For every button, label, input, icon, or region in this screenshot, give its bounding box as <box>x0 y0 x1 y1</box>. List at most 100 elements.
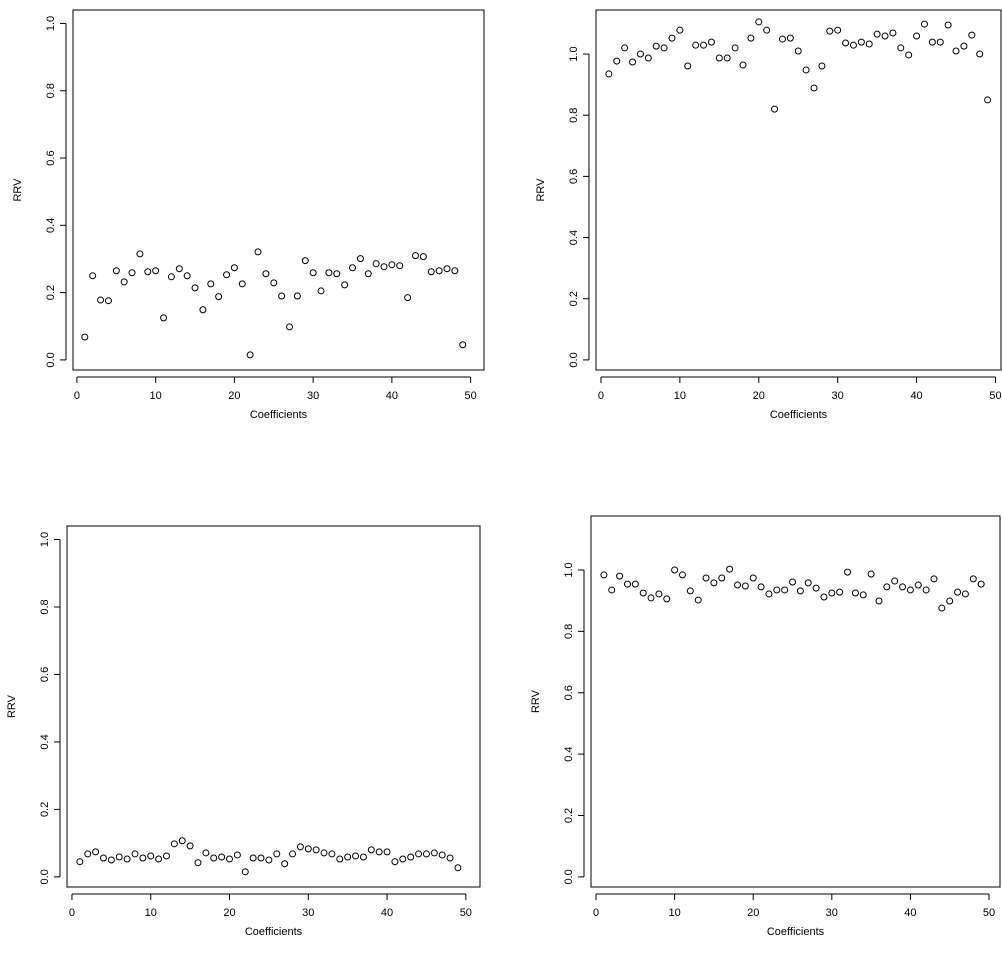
point <box>794 47 802 55</box>
point <box>160 314 168 322</box>
point <box>155 855 163 863</box>
point <box>273 850 281 858</box>
point <box>914 581 922 589</box>
y-tick-label: 0.4 <box>39 734 51 749</box>
point <box>92 848 100 856</box>
point <box>718 574 726 582</box>
y-axis-label: RRV <box>535 178 547 202</box>
point <box>778 35 786 43</box>
point <box>944 21 952 29</box>
point <box>112 267 120 275</box>
point <box>167 273 175 281</box>
point <box>391 858 399 866</box>
point <box>131 850 139 858</box>
point <box>317 287 325 295</box>
point <box>883 583 891 591</box>
x-axis-label: Coefficients <box>767 926 825 938</box>
point <box>427 268 435 276</box>
x-tick-label: 30 <box>307 390 319 402</box>
point <box>419 253 427 261</box>
point <box>139 854 147 862</box>
x-axis-label: Coefficients <box>245 926 303 938</box>
point <box>341 281 349 289</box>
point <box>639 589 647 597</box>
point <box>309 269 317 277</box>
point <box>828 589 836 597</box>
point <box>652 42 660 50</box>
point <box>407 853 415 861</box>
plot-box <box>66 525 481 888</box>
point <box>686 587 694 595</box>
point <box>749 574 757 582</box>
y-tick-label: 0.2 <box>45 285 57 300</box>
point <box>412 252 419 260</box>
point <box>623 580 631 588</box>
point <box>396 262 404 270</box>
point <box>608 586 616 594</box>
point <box>443 265 451 273</box>
point <box>446 854 454 862</box>
point <box>655 590 663 598</box>
point <box>372 260 380 268</box>
point <box>786 34 794 42</box>
point <box>849 41 857 49</box>
point <box>857 38 865 46</box>
point <box>715 54 723 62</box>
point <box>249 854 257 862</box>
point <box>621 44 629 52</box>
point <box>676 26 684 34</box>
y-tick-label: 1.0 <box>568 46 580 61</box>
point <box>120 278 128 286</box>
point <box>960 42 968 50</box>
point <box>771 105 779 113</box>
point <box>605 70 613 78</box>
point <box>873 30 881 38</box>
point <box>459 341 467 349</box>
x-tick-label: 50 <box>460 907 472 919</box>
point <box>186 842 194 850</box>
x-tick-label: 20 <box>223 907 235 919</box>
point <box>215 293 223 301</box>
point <box>818 62 826 70</box>
point <box>210 854 218 862</box>
point <box>454 864 462 872</box>
x-tick-label: 0 <box>598 390 604 402</box>
point <box>223 271 231 279</box>
point <box>844 568 852 576</box>
y-tick-label: 1.0 <box>39 532 51 547</box>
point <box>881 32 889 40</box>
point <box>741 582 749 590</box>
x-tick-label: 30 <box>302 907 314 919</box>
y-tick-label: 0.0 <box>568 352 580 367</box>
x-axis-label: Coefficients <box>770 409 828 421</box>
point <box>97 296 105 304</box>
x-tick-label: 50 <box>464 390 476 402</box>
point <box>333 270 341 278</box>
point <box>451 267 459 275</box>
point <box>834 26 842 34</box>
point <box>226 855 234 863</box>
point <box>739 61 747 69</box>
point <box>812 584 820 592</box>
point <box>375 848 383 856</box>
y-tick-label: 0.2 <box>39 802 51 817</box>
point <box>367 846 375 854</box>
x-tick-label: 10 <box>150 390 162 402</box>
point <box>170 840 178 848</box>
plot-box <box>595 9 1002 371</box>
point <box>763 26 771 34</box>
x-tick-label: 0 <box>593 907 599 919</box>
point <box>930 575 938 583</box>
point <box>202 849 210 857</box>
point <box>344 853 352 861</box>
point <box>938 604 946 612</box>
point <box>757 583 765 591</box>
point <box>218 853 226 861</box>
x-tick-label: 30 <box>826 907 838 919</box>
point <box>301 257 309 265</box>
point <box>804 579 812 587</box>
point <box>678 571 686 579</box>
point <box>191 284 199 292</box>
point <box>629 58 637 66</box>
